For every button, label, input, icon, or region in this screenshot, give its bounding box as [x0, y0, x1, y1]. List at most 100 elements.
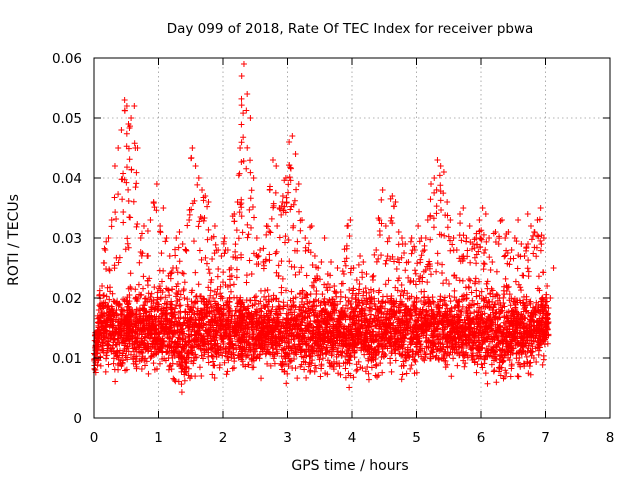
data-point [184, 222, 191, 229]
data-point [273, 269, 280, 276]
data-point [221, 250, 228, 257]
data-point [214, 286, 221, 293]
data-point [232, 248, 239, 255]
data-point [98, 336, 105, 343]
data-point [481, 310, 488, 317]
data-point [126, 291, 133, 298]
data-point [175, 244, 182, 251]
data-point [298, 264, 305, 271]
data-point [345, 297, 352, 304]
data-point [402, 267, 409, 274]
data-point [376, 217, 383, 223]
data-point [303, 294, 310, 301]
data-point [434, 250, 441, 257]
data-point [317, 373, 324, 380]
data-point [291, 264, 298, 271]
data-point [476, 292, 483, 299]
data-point [434, 260, 441, 267]
data-points [91, 61, 557, 396]
data-point [205, 226, 212, 233]
data-point [115, 191, 122, 198]
data-point [401, 287, 408, 294]
data-point [427, 196, 434, 203]
data-point [480, 266, 487, 273]
data-point [460, 205, 467, 211]
data-point [123, 103, 130, 109]
data-point [447, 311, 454, 318]
data-point [469, 297, 476, 304]
data-point [233, 274, 240, 281]
data-point [168, 270, 175, 277]
data-point [379, 369, 386, 376]
data-point [296, 290, 303, 297]
data-point [133, 355, 140, 362]
data-point [302, 247, 309, 254]
data-point [359, 269, 366, 276]
data-point [105, 302, 112, 309]
data-point [366, 289, 373, 296]
data-point [147, 217, 154, 223]
data-point [203, 260, 210, 267]
data-point [433, 203, 440, 210]
data-point [116, 322, 123, 329]
data-point [108, 217, 115, 223]
data-point [209, 303, 216, 310]
data-point [123, 130, 130, 137]
data-point [111, 335, 118, 342]
data-point [436, 231, 443, 238]
data-point [246, 332, 253, 339]
data-point [227, 307, 234, 314]
data-point [125, 301, 132, 308]
data-point [126, 338, 133, 345]
data-point [134, 295, 141, 302]
data-point [293, 316, 300, 323]
data-point [426, 258, 433, 265]
data-point [223, 371, 230, 378]
data-point [287, 357, 294, 364]
data-point [401, 321, 408, 328]
data-point [456, 277, 463, 284]
data-point [218, 253, 225, 259]
data-point [466, 223, 473, 229]
data-point [237, 145, 244, 151]
data-point [253, 235, 260, 241]
data-point [270, 355, 277, 362]
data-point [317, 348, 324, 355]
data-point [467, 277, 474, 284]
data-point [144, 253, 151, 259]
data-point [205, 297, 212, 304]
data-point [464, 354, 471, 361]
data-point [136, 358, 143, 365]
data-point [313, 291, 320, 298]
data-point [432, 341, 439, 348]
data-point [493, 291, 500, 298]
data-point [229, 365, 236, 372]
data-point [314, 339, 321, 346]
data-point [419, 306, 426, 313]
data-point [168, 269, 175, 276]
data-point [168, 366, 175, 373]
data-point [94, 335, 101, 342]
data-point [476, 349, 483, 356]
data-point [471, 244, 478, 251]
data-point [112, 209, 119, 216]
data-point [478, 288, 485, 295]
data-point [292, 304, 299, 311]
data-point [475, 309, 482, 316]
data-point [252, 348, 259, 355]
data-point [184, 341, 191, 348]
data-point [156, 336, 163, 343]
data-point [213, 327, 220, 334]
data-point [243, 315, 250, 322]
data-point [165, 272, 172, 279]
data-point [420, 332, 427, 339]
data-point [275, 341, 282, 348]
data-point [253, 326, 260, 333]
data-point [163, 235, 170, 241]
data-point [166, 253, 173, 259]
data-point [178, 355, 185, 362]
data-point [159, 356, 166, 363]
data-point [278, 284, 285, 291]
data-point [465, 276, 472, 283]
data-point [420, 268, 427, 275]
